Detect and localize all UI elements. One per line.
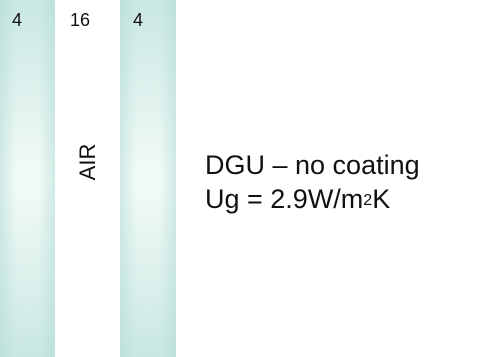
u-value-suffix: K — [372, 184, 391, 214]
glass-pane-right — [120, 0, 176, 357]
left-pane-thickness-label: 4 — [12, 10, 23, 30]
u-value-exponent: 2 — [363, 192, 373, 209]
air-gap-label: AIR — [75, 143, 100, 181]
caption-title: DGU – no coating — [205, 150, 420, 180]
air-gap — [55, 0, 120, 357]
caption-u-value: Ug = 2.9W/m2K — [205, 184, 390, 215]
glass-pane-left — [0, 0, 55, 357]
gap-thickness-label: 16 — [70, 10, 91, 30]
u-value-prefix: Ug = 2.9W/m — [205, 184, 364, 214]
right-pane-thickness-label: 4 — [133, 10, 144, 30]
